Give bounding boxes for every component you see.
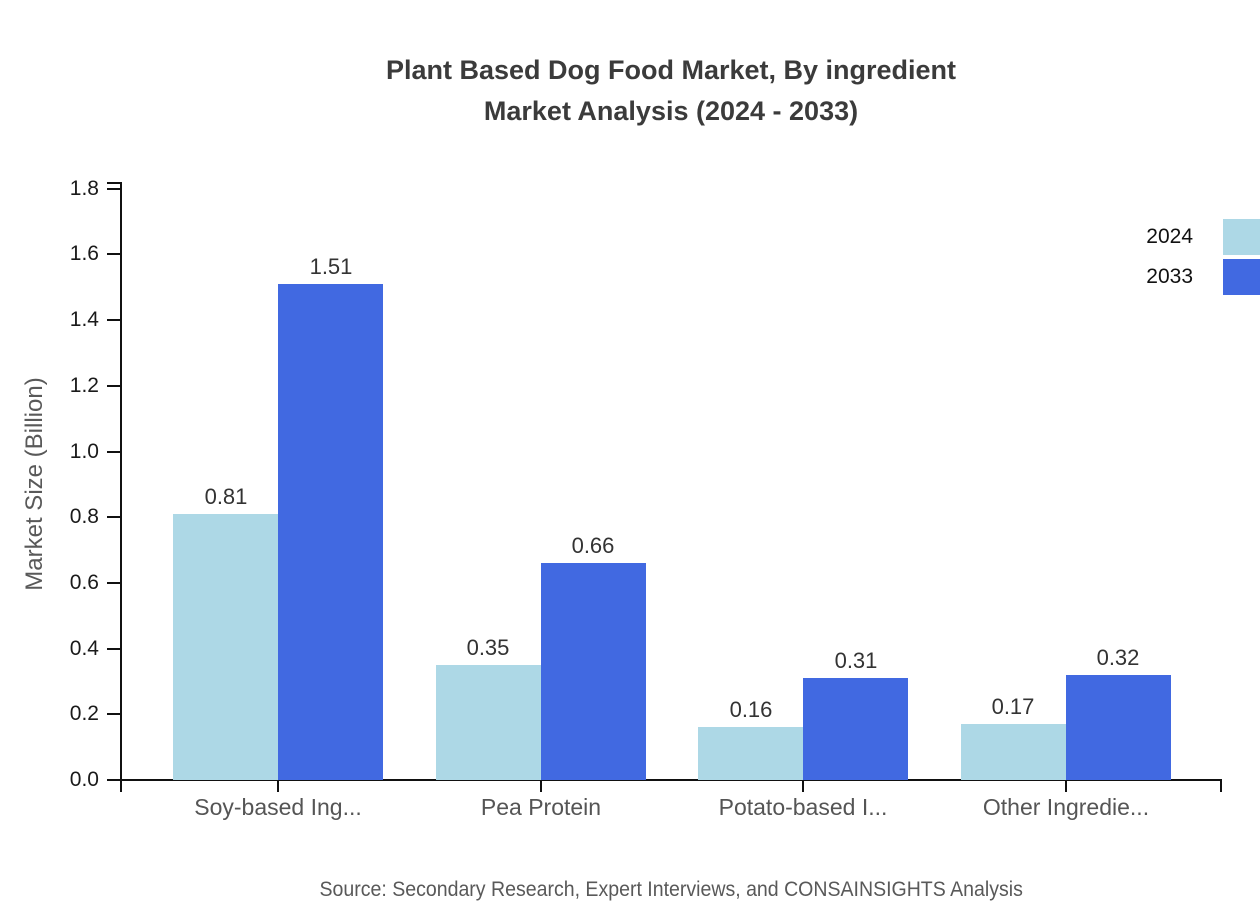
bar-2033-4 (1066, 675, 1171, 780)
x-axis-line (120, 779, 1222, 781)
bar-value-label: 0.17 (991, 694, 1035, 719)
y-tick (107, 385, 120, 387)
legend-label: 2024 (1146, 225, 1193, 248)
y-tick-label: 0.0 (69, 768, 99, 791)
y-tick (107, 319, 120, 321)
bar-value-label: 1.51 (309, 254, 353, 279)
legend: 2024 2033 (1146, 219, 1260, 295)
chart-title-line-1: Plant Based Dog Food Market, By ingredie… (385, 55, 957, 85)
y-axis-endcap-tick (107, 182, 120, 184)
legend-item-2033[interactable]: 2033 (1146, 259, 1260, 295)
y-tick (107, 648, 120, 650)
y-tick-label: 0.6 (69, 571, 99, 594)
x-tick (277, 781, 279, 792)
category-label: Soy-based Ing... (194, 794, 362, 820)
x-axis-left-endcap-tick (120, 781, 122, 792)
bar-value-label: 0.16 (729, 697, 773, 722)
y-tick-label: 1.0 (69, 440, 99, 463)
chart-title: Plant Based Dog Food Market, By ingredie… (121, 50, 1221, 132)
y-tick (107, 188, 120, 190)
bar-value-label: 0.35 (466, 635, 510, 660)
y-tick-label: 0.4 (69, 637, 99, 660)
legend-swatch (1223, 259, 1260, 295)
bar-value-label: 0.32 (1096, 645, 1140, 670)
y-tick-label: 0.2 (69, 702, 99, 725)
y-tick-label: 1.8 (69, 177, 99, 200)
y-tick (107, 451, 120, 453)
x-tick (540, 781, 542, 792)
bar-2024-3 (698, 727, 803, 780)
bar-value-label: 0.31 (834, 648, 878, 673)
y-tick (107, 582, 120, 584)
y-tick-label: 1.6 (69, 242, 99, 265)
x-tick (802, 781, 804, 792)
category-label: Potato-based I... (718, 794, 888, 820)
y-tick-label: 1.4 (69, 308, 99, 331)
bar-2033-1 (278, 284, 383, 780)
legend-label: 2033 (1146, 265, 1193, 288)
bar-2024-4 (961, 724, 1066, 780)
bar-2033-3 (803, 678, 908, 780)
y-tick (107, 779, 120, 781)
chart-title-line-2: Market Analysis (2024 - 2033) (483, 96, 859, 126)
y-tick (107, 516, 120, 518)
x-tick (1065, 781, 1067, 792)
y-tick-label: 1.2 (69, 374, 99, 397)
bar-2024-2 (436, 665, 541, 780)
category-label: Pea Protein (480, 794, 602, 820)
category-label: Other Ingredie... (982, 794, 1150, 820)
y-tick (107, 713, 120, 715)
legend-swatch (1223, 219, 1260, 255)
y-tick-label: 0.8 (69, 505, 99, 528)
bar-value-label: 0.66 (571, 533, 615, 558)
y-tick (107, 253, 120, 255)
y-axis-line (120, 182, 122, 782)
bar-value-label: 0.81 (204, 484, 248, 509)
source-note-text: Source: Secondary Research, Expert Inter… (319, 878, 1023, 901)
x-axis-right-endcap-tick (1220, 781, 1222, 792)
bar-2033-2 (541, 563, 646, 780)
legend-item-2024[interactable]: 2024 (1146, 219, 1260, 255)
bar-2024-1 (173, 514, 278, 780)
source-note: Source: Secondary Research, Expert Inter… (121, 878, 1221, 902)
